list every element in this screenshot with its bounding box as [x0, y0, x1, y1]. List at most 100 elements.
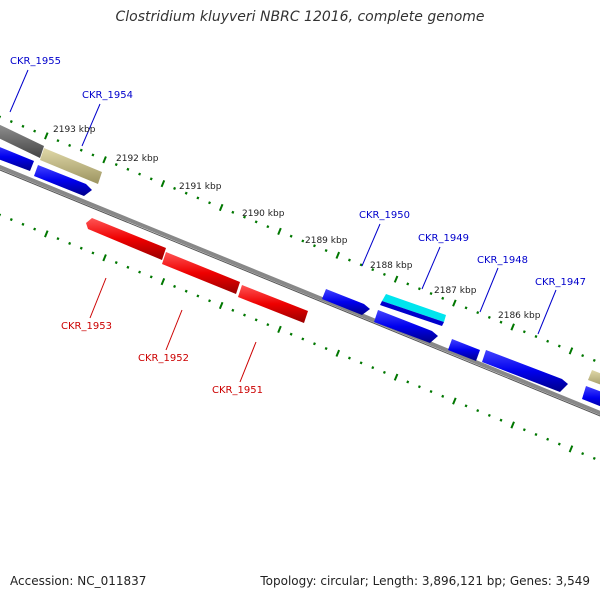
major-tick [102, 156, 107, 164]
minor-tick [499, 320, 503, 324]
minor-tick [429, 389, 433, 394]
minor-tick [417, 385, 421, 389]
reverse-gene-labels: CKR_1953 CKR_1952 CKR_1951 [61, 321, 263, 396]
minor-tick [557, 344, 561, 348]
kbp-label: 2191 kbp [179, 182, 222, 192]
major-tick [568, 347, 574, 355]
minor-tick [266, 323, 270, 327]
minor-tick [114, 163, 118, 167]
minor-tick [114, 261, 118, 265]
gene-label-ckr1955[interactable]: CKR_1955 [10, 56, 61, 67]
major-tick [44, 132, 49, 140]
minor-tick [592, 358, 596, 362]
minor-tick [56, 237, 60, 241]
minor-tick [534, 432, 538, 437]
gene-pseudo-khaki[interactable] [40, 148, 102, 184]
gene-label-ckr1947[interactable]: CKR_1947 [535, 277, 586, 288]
major-tick [452, 397, 457, 405]
minor-tick [208, 299, 212, 303]
major-tick [452, 299, 457, 307]
minor-tick [254, 220, 258, 224]
gene-label-ckr1948[interactable]: CKR_1948 [477, 255, 528, 266]
minor-tick [359, 263, 363, 267]
gene-label-ckr1950[interactable]: CKR_1950 [359, 210, 410, 221]
minor-tick [208, 201, 212, 205]
major-tick [335, 349, 341, 357]
minor-tick [359, 361, 363, 365]
gene-forward-ckr1954[interactable] [34, 165, 92, 196]
major-tick [568, 445, 574, 453]
minor-tick [196, 294, 200, 298]
minor-tick [382, 272, 386, 276]
minor-tick [312, 342, 316, 346]
gene-label-ckr1951[interactable]: CKR_1951 [212, 385, 263, 396]
minor-tick [138, 270, 142, 274]
gene-label-ckr1952[interactable]: CKR_1952 [138, 353, 189, 364]
minor-tick [91, 153, 95, 157]
minor-tick [21, 124, 25, 128]
kbp-label: 2187 kbp [434, 286, 477, 296]
minor-tick [347, 258, 351, 262]
minor-tick [464, 306, 468, 310]
minor-tick [289, 332, 293, 336]
gene-forward-ckr1948a[interactable] [448, 339, 480, 361]
minor-tick [138, 172, 142, 176]
minor-tick [126, 265, 130, 269]
minor-tick [406, 380, 410, 384]
gene-reverse-ckr1953[interactable] [86, 218, 166, 260]
minor-tick [581, 452, 585, 456]
minor-tick [371, 268, 375, 272]
kbp-label: 2186 kbp [498, 311, 541, 321]
major-tick [277, 227, 282, 236]
minor-tick [476, 409, 480, 413]
minor-tick [79, 246, 83, 250]
gene-other-gray[interactable] [0, 120, 44, 158]
minor-tick [231, 308, 235, 312]
gene-forward-ckr1948[interactable] [482, 350, 568, 392]
gene-forward-ckr1950[interactable] [322, 289, 370, 315]
gene-reverse-ckr1952[interactable] [162, 252, 240, 294]
major-tick [160, 278, 166, 286]
gene-forward-highlight[interactable] [380, 294, 446, 326]
gene-forward-1[interactable] [0, 143, 34, 171]
minor-tick [301, 337, 305, 341]
minor-tick [441, 394, 445, 398]
minor-tick [9, 218, 13, 222]
minor-tick [21, 222, 25, 226]
major-tick [510, 323, 515, 331]
accession-label: Accession: NC_011837 [10, 574, 147, 588]
gene-forward-edge[interactable] [582, 386, 600, 410]
minor-tick [557, 442, 561, 446]
minor-tick [56, 139, 60, 143]
genome-summary: Topology: circular; Length: 3,896,121 bp… [260, 574, 590, 588]
kbp-label: 2193 kbp [53, 125, 96, 135]
minor-tick [243, 313, 246, 317]
gene-label-ckr1954[interactable]: CKR_1954 [82, 90, 133, 101]
minor-tick [173, 186, 177, 190]
forward-gene-labels: CKR_1955 CKR_1954 CKR_1950 CKR_1949 CKR_… [10, 56, 586, 288]
minor-tick [324, 248, 328, 253]
minor-tick [173, 284, 177, 288]
major-tick [218, 203, 224, 212]
gene-pseudo-edge[interactable] [588, 370, 600, 388]
gene-reverse-ckr1951[interactable] [238, 285, 308, 323]
minor-tick [149, 177, 153, 181]
gene-label-ckr1949[interactable]: CKR_1949 [418, 233, 469, 244]
gene-forward-ckr1949[interactable] [374, 310, 438, 343]
gene-label-ckr1953[interactable]: CKR_1953 [61, 321, 112, 332]
minor-tick [476, 311, 480, 315]
minor-tick [149, 275, 153, 279]
genome-backbone [0, 164, 600, 416]
major-tick [335, 251, 341, 259]
major-tick [160, 180, 166, 188]
minor-tick [534, 334, 538, 339]
minor-tick [91, 251, 95, 255]
minor-tick [522, 330, 526, 334]
forward-leaders [9, 69, 557, 335]
major-tick [393, 275, 399, 283]
minor-tick [68, 143, 72, 147]
minor-tick [126, 167, 130, 171]
kbp-labels: 2193 kbp 2192 kbp 2191 kbp 2190 kbp 2189… [53, 125, 541, 321]
minor-tick [487, 413, 491, 417]
minor-tick [592, 456, 596, 460]
